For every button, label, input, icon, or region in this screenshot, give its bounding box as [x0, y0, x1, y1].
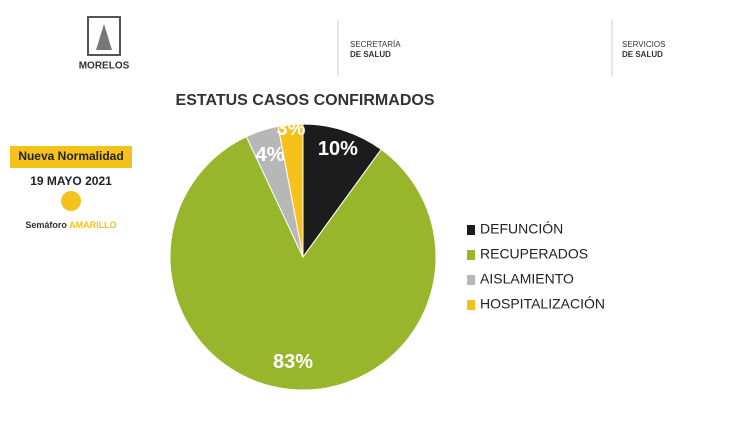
data-label: 83%	[273, 351, 313, 373]
header-text: SERVICIOS	[622, 40, 665, 49]
date: 19 MAYO 2021	[30, 174, 112, 188]
logo-emblem	[96, 24, 112, 50]
legend-swatch	[467, 300, 475, 310]
logo-text: MORELOS	[79, 61, 130, 72]
header-text: SECRETARÍA	[350, 40, 401, 49]
legend-swatch	[467, 250, 475, 260]
header-text: DE SALUD	[622, 50, 663, 59]
pie-slice	[277, 123, 304, 258]
chart-title: ESTATUS CASOS CONFIRMADOS	[176, 92, 435, 109]
legend-label: AISLAMIENTO	[480, 271, 574, 287]
semaforo-color: AMARILLO	[69, 220, 117, 230]
badge: Nueva Normalidad	[18, 149, 123, 163]
logo-shield	[87, 16, 121, 56]
header-text: DE SALUD	[350, 50, 391, 59]
pie-slice	[169, 135, 437, 391]
data-label: 10%	[318, 138, 358, 160]
data-label: 3%	[277, 118, 306, 140]
logo	[87, 16, 121, 56]
semaforo-label: Semáforo	[25, 220, 67, 230]
legend-swatch	[467, 275, 475, 285]
legend-label: RECUPERADOS	[480, 246, 588, 262]
legend-label: DEFUNCIÓN	[480, 221, 563, 237]
data-label: 4%	[256, 144, 285, 166]
legend-swatch	[467, 225, 475, 235]
semaforo-light	[61, 191, 81, 211]
semaforo: Semáforo AMARILLO	[25, 220, 116, 230]
legend-label: HOSPITALIZACIÓN	[480, 296, 605, 312]
badge-box	[10, 146, 132, 168]
pie-slice	[302, 123, 382, 259]
